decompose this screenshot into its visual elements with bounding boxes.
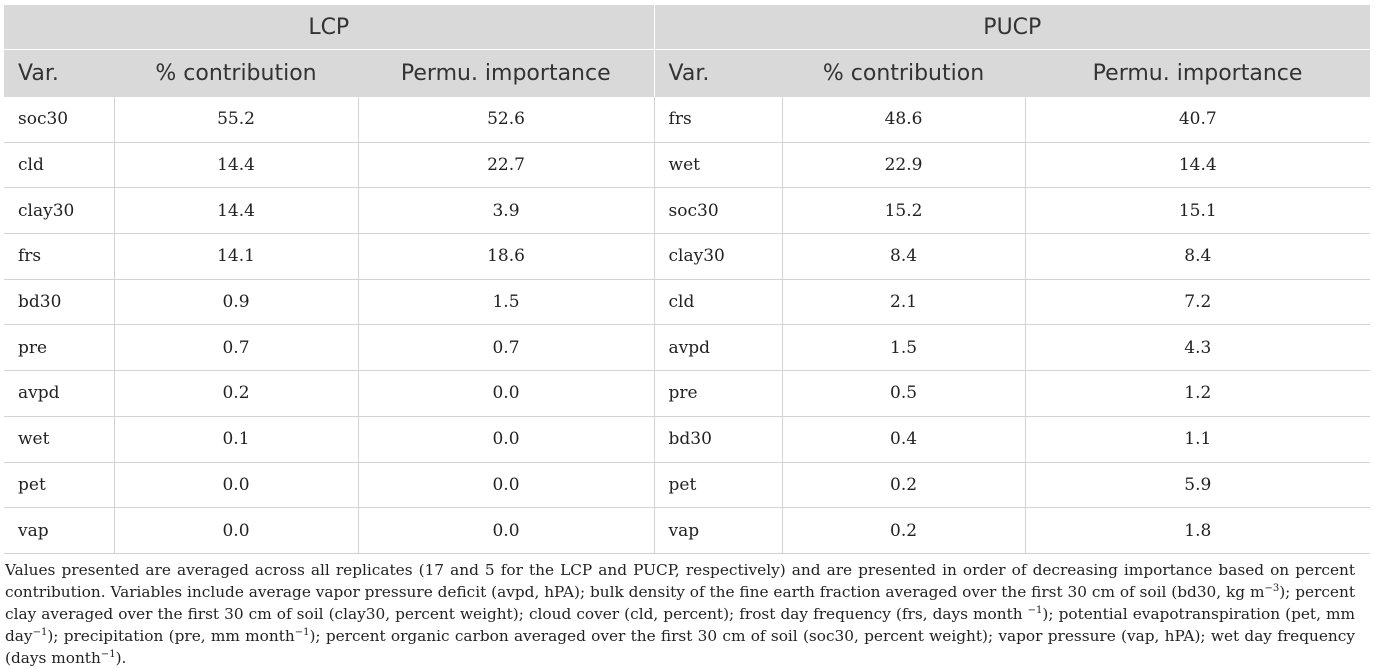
footnote-text-1: Values presented are averaged across all… (5, 560, 1355, 601)
lcp-var-cell: pet (4, 462, 115, 509)
lcp-var-cell: frs (4, 233, 115, 280)
lcp-var-cell: pre (4, 324, 115, 372)
lcp-permu-cell: 52.6 (358, 97, 655, 143)
group-pucp: PUCP (654, 5, 1371, 50)
lcp-var-cell: clay30 (4, 187, 115, 235)
table-row: cld 14.4 22.7 wet 22.9 14.4 (4, 142, 1371, 189)
lcp-var-cell: vap (4, 507, 115, 554)
pucp-permu-cell: 1.1 (1025, 416, 1371, 463)
lcp-var-cell: bd30 (4, 279, 115, 326)
pucp-var-cell: avpd (654, 324, 783, 372)
group-header-row: LCP PUCP (4, 5, 1371, 50)
footnote-sup-1: −3 (1264, 582, 1280, 594)
pucp-permu-cell: 4.3 (1025, 324, 1371, 372)
table-body: soc30 55.2 52.6 frs 48.6 40.7 cld 14.4 22.7 wet 2… (4, 97, 1371, 554)
table-row: avpd 0.2 0.0 pre 0.5 1.2 (4, 370, 1371, 417)
pucp-contribution-cell: 0.4 (782, 416, 1026, 463)
pucp-contribution-cell: 48.6 (782, 97, 1026, 143)
footnote-sup-4: −1 (294, 626, 310, 638)
pucp-var-cell: pet (654, 462, 783, 509)
table-row: pre 0.7 0.7 avpd 1.5 4.3 (4, 324, 1371, 372)
pucp-contribution-cell: 0.2 (782, 462, 1026, 509)
pucp-var-cell: wet (654, 142, 783, 189)
footnote-text-6: ). (115, 648, 127, 667)
pucp-contribution-cell: 8.4 (782, 233, 1026, 280)
pucp-contribution-cell: 0.2 (782, 507, 1026, 554)
footnote-sup-2: −1 (1027, 604, 1043, 616)
pucp-contribution-cell: 15.2 (782, 187, 1026, 235)
pucp-permu-cell: 8.4 (1025, 233, 1371, 280)
col-pucp-var: Var. (654, 49, 783, 97)
footnote-text-2: ); percent clay averaged over the first … (5, 582, 1355, 623)
table-row: soc30 55.2 52.6 frs 48.6 40.7 (4, 97, 1371, 143)
lcp-contribution-cell: 14.4 (114, 142, 359, 189)
pucp-contribution-cell: 2.1 (782, 279, 1026, 326)
pucp-permu-cell: 40.7 (1025, 97, 1371, 143)
lcp-contribution-cell: 55.2 (114, 97, 359, 143)
col-lcp-var: Var. (4, 49, 114, 97)
group-lcp: LCP (4, 5, 655, 50)
table-row: frs 14.1 18.6 clay30 8.4 8.4 (4, 233, 1371, 280)
pucp-var-cell: soc30 (654, 187, 783, 235)
pucp-var-cell: frs (654, 97, 783, 143)
pucp-contribution-cell: 1.5 (782, 324, 1026, 372)
lcp-var-cell: cld (4, 142, 115, 189)
pucp-permu-cell: 1.8 (1025, 507, 1371, 554)
pucp-permu-cell: 14.4 (1025, 142, 1371, 189)
lcp-var-cell: avpd (4, 370, 115, 417)
table-row: pet 0.0 0.0 pet 0.2 5.9 (4, 462, 1371, 509)
table-row: bd30 0.9 1.5 cld 2.1 7.2 (4, 279, 1371, 326)
col-pucp-contribution: % contribution (782, 49, 1026, 97)
lcp-permu-cell: 0.0 (358, 370, 655, 417)
pucp-var-cell: clay30 (654, 233, 783, 280)
table-footnote: Values presented are averaged across all… (4, 559, 1355, 669)
lcp-permu-cell: 0.0 (358, 507, 655, 554)
lcp-contribution-cell: 14.4 (114, 187, 359, 235)
table-row: clay30 14.4 3.9 soc30 15.2 15.1 (4, 187, 1371, 235)
importance-table: LCP PUCP Var. % contribution Permu. impo… (4, 5, 1371, 554)
lcp-contribution-cell: 0.0 (114, 507, 359, 554)
pucp-var-cell: pre (654, 370, 783, 417)
pucp-var-cell: vap (654, 507, 783, 554)
lcp-permu-cell: 22.7 (358, 142, 655, 189)
pucp-var-cell: cld (654, 279, 783, 326)
lcp-contribution-cell: 0.0 (114, 462, 359, 509)
lcp-permu-cell: 0.0 (358, 416, 655, 463)
pucp-permu-cell: 1.2 (1025, 370, 1371, 417)
lcp-permu-cell: 3.9 (358, 187, 655, 235)
table-container: LCP PUCP Var. % contribution Permu. impo… (4, 5, 1371, 669)
lcp-contribution-cell: 0.1 (114, 416, 359, 463)
pucp-permu-cell: 15.1 (1025, 187, 1371, 235)
lcp-permu-cell: 18.6 (358, 233, 655, 280)
footnote-sup-5: −1 (100, 648, 116, 660)
pucp-contribution-cell: 22.9 (782, 142, 1026, 189)
pucp-contribution-cell: 0.5 (782, 370, 1026, 417)
footnote-sup-3: −1 (32, 626, 48, 638)
table-row: vap 0.0 0.0 vap 0.2 1.8 (4, 507, 1371, 554)
lcp-permu-cell: 1.5 (358, 279, 655, 326)
col-lcp-contribution: % contribution (114, 49, 358, 97)
col-lcp-permu: Permu. importance (358, 49, 655, 97)
column-header-row: Var. % contribution Permu. importance Va… (4, 49, 1371, 97)
lcp-contribution-cell: 0.2 (114, 370, 359, 417)
lcp-permu-cell: 0.0 (358, 462, 655, 509)
col-pucp-permu: Permu. importance (1025, 49, 1371, 97)
lcp-contribution-cell: 0.9 (114, 279, 359, 326)
lcp-contribution-cell: 14.1 (114, 233, 359, 280)
pucp-permu-cell: 5.9 (1025, 462, 1371, 509)
lcp-var-cell: soc30 (4, 97, 115, 143)
lcp-var-cell: wet (4, 416, 115, 463)
lcp-contribution-cell: 0.7 (114, 324, 359, 372)
table-row: wet 0.1 0.0 bd30 0.4 1.1 (4, 416, 1371, 463)
lcp-permu-cell: 0.7 (358, 324, 655, 372)
pucp-permu-cell: 7.2 (1025, 279, 1371, 326)
pucp-var-cell: bd30 (654, 416, 783, 463)
